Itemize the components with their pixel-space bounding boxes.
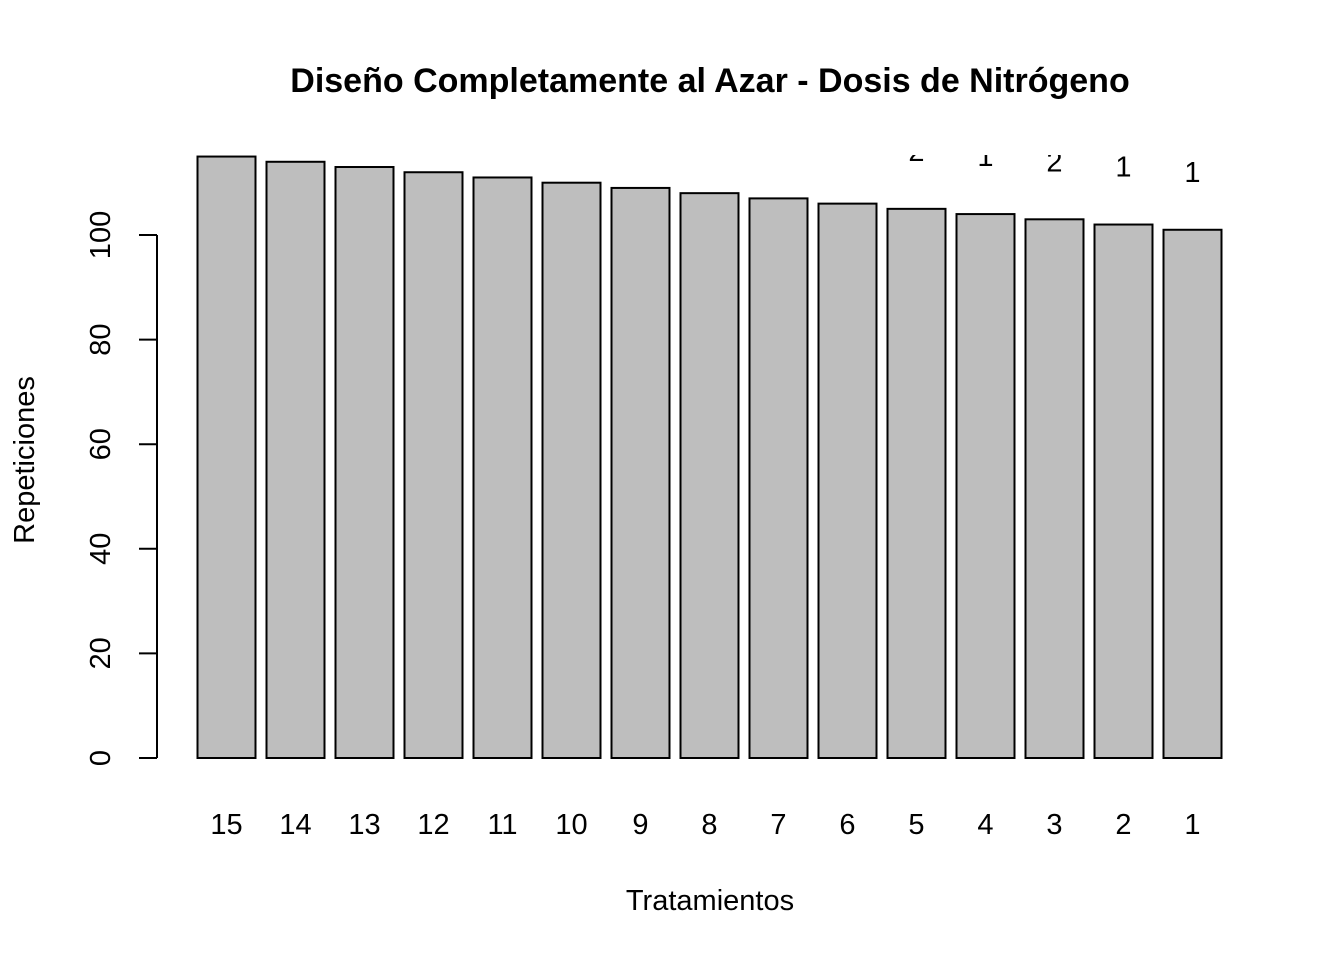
y-tick-label: 0 (85, 750, 117, 766)
x-tick-label: 15 (210, 809, 242, 841)
bar (265, 160, 326, 759)
y-tick-label: 20 (85, 637, 117, 669)
x-tick-label: 7 (770, 809, 786, 841)
data-labels: 2 1 2 1 1 (908, 136, 1200, 189)
bar (886, 207, 947, 760)
x-tick-label: 3 (1046, 809, 1062, 841)
x-tick-label: 12 (417, 809, 449, 841)
bars (196, 155, 1223, 760)
bar (472, 176, 533, 760)
x-axis-title: Tratamientos (626, 885, 794, 917)
bar (679, 192, 740, 760)
bar (334, 166, 395, 759)
y-tick-label: 100 (85, 211, 117, 259)
y-axis: 0 20 40 60 80 100 (85, 211, 158, 766)
data-label: 1 (977, 141, 993, 173)
data-label: 1 (1184, 157, 1200, 189)
data-label: 2 (908, 136, 924, 168)
x-tick-label: 14 (279, 809, 311, 841)
x-tick-label: 6 (839, 809, 855, 841)
x-tick-label: 8 (701, 809, 717, 841)
x-tick-label: 1 (1184, 809, 1200, 841)
bar (1162, 228, 1223, 759)
data-label: 2 (1046, 146, 1062, 178)
bar (541, 181, 602, 759)
chart-title: Diseño Completamente al Azar - Dosis de … (290, 62, 1129, 100)
bar (1024, 218, 1085, 759)
bar (196, 155, 257, 760)
x-tick-label: 5 (908, 809, 924, 841)
bar (748, 197, 809, 759)
bar (1093, 223, 1154, 760)
x-tick-label: 2 (1115, 809, 1131, 841)
y-tick-label: 60 (85, 428, 117, 460)
y-axis-title: Repeticiones (9, 376, 41, 544)
x-tick-label: 11 (487, 809, 517, 841)
x-tick-label: 9 (632, 809, 648, 841)
y-tick-label: 80 (85, 323, 117, 355)
bar (403, 171, 464, 760)
x-tick-label: 10 (555, 809, 587, 841)
x-tick-labels: 15 14 13 12 11 10 9 8 7 6 5 4 3 2 1 (210, 809, 1200, 841)
bar (955, 213, 1016, 759)
y-tick-label: 40 (85, 533, 117, 565)
bar (817, 202, 878, 759)
data-label: 1 (1115, 152, 1131, 184)
x-tick-label: 13 (348, 809, 380, 841)
x-tick-label: 4 (977, 809, 993, 841)
bar (610, 186, 671, 759)
